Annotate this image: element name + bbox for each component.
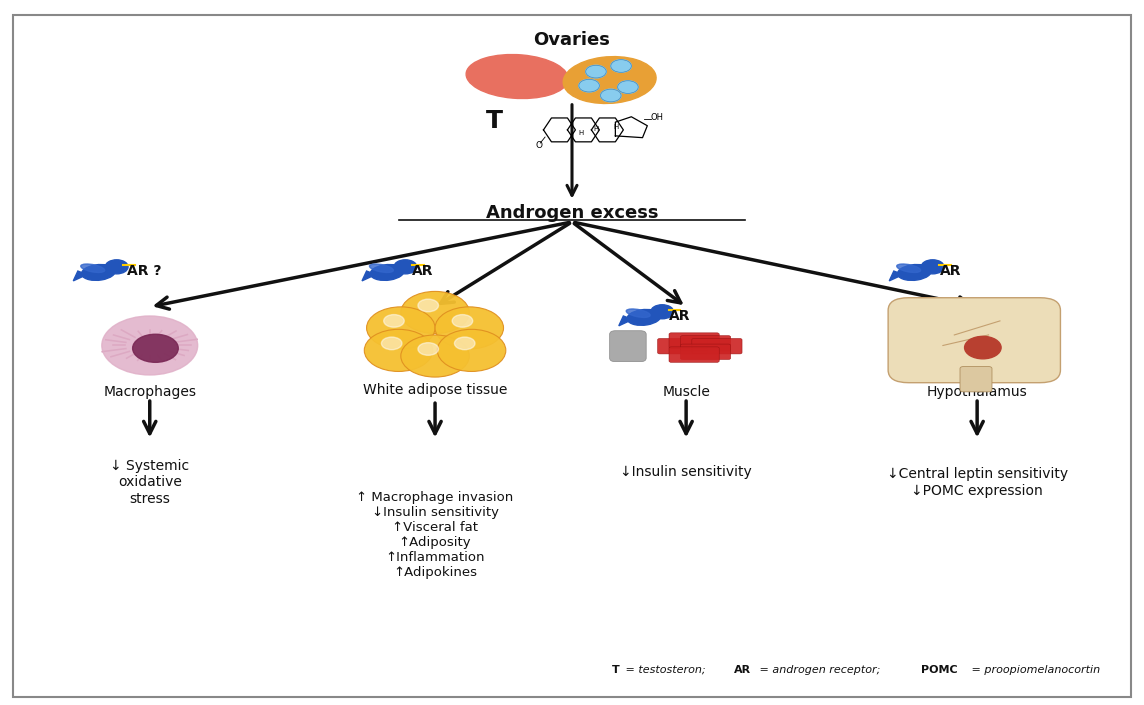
Text: H: H bbox=[579, 130, 583, 135]
Polygon shape bbox=[362, 271, 375, 281]
FancyBboxPatch shape bbox=[692, 338, 742, 354]
Circle shape bbox=[651, 305, 674, 319]
Text: Muscle: Muscle bbox=[662, 385, 710, 399]
Circle shape bbox=[435, 307, 503, 349]
Ellipse shape bbox=[563, 56, 657, 104]
Ellipse shape bbox=[371, 264, 404, 281]
Text: Androgen excess: Androgen excess bbox=[486, 204, 658, 223]
Text: H: H bbox=[593, 126, 598, 132]
Text: = androgen receptor;: = androgen receptor; bbox=[756, 665, 884, 675]
Ellipse shape bbox=[466, 54, 569, 99]
Polygon shape bbox=[619, 316, 633, 326]
Text: H: H bbox=[614, 123, 619, 130]
Text: AR: AR bbox=[412, 264, 434, 278]
Circle shape bbox=[383, 314, 404, 327]
Circle shape bbox=[102, 316, 198, 375]
Circle shape bbox=[400, 291, 469, 333]
FancyBboxPatch shape bbox=[669, 333, 720, 348]
Circle shape bbox=[394, 260, 416, 274]
FancyBboxPatch shape bbox=[960, 367, 992, 392]
Circle shape bbox=[586, 66, 606, 78]
Circle shape bbox=[618, 81, 638, 93]
Circle shape bbox=[964, 336, 1001, 359]
Circle shape bbox=[611, 60, 631, 73]
Ellipse shape bbox=[370, 264, 394, 272]
Circle shape bbox=[364, 329, 432, 372]
Text: Hypothalamus: Hypothalamus bbox=[927, 385, 1027, 399]
Ellipse shape bbox=[627, 309, 661, 325]
FancyBboxPatch shape bbox=[658, 338, 708, 354]
FancyBboxPatch shape bbox=[681, 336, 731, 351]
Text: O: O bbox=[535, 141, 542, 149]
Circle shape bbox=[579, 80, 599, 92]
Text: T: T bbox=[612, 665, 620, 675]
Circle shape bbox=[400, 335, 469, 377]
Circle shape bbox=[921, 260, 944, 274]
Text: White adipose tissue: White adipose tissue bbox=[363, 384, 507, 398]
Text: OH: OH bbox=[651, 114, 664, 123]
FancyBboxPatch shape bbox=[669, 347, 720, 362]
Ellipse shape bbox=[81, 264, 116, 281]
Text: AR: AR bbox=[669, 309, 691, 323]
Text: = testosteron;: = testosteron; bbox=[622, 665, 709, 675]
Circle shape bbox=[105, 260, 128, 274]
Circle shape bbox=[452, 314, 472, 327]
Circle shape bbox=[418, 343, 438, 355]
Text: AR ?: AR ? bbox=[127, 264, 161, 278]
Ellipse shape bbox=[81, 264, 104, 272]
Text: ↑ Macrophage invasion
↓Insulin sensitivity
↑Visceral fat
↑Adiposity
↑Inflammatio: ↑ Macrophage invasion ↓Insulin sensitivi… bbox=[357, 491, 514, 579]
Polygon shape bbox=[889, 271, 903, 281]
Ellipse shape bbox=[897, 264, 921, 272]
Polygon shape bbox=[73, 271, 87, 281]
FancyBboxPatch shape bbox=[681, 344, 731, 360]
FancyBboxPatch shape bbox=[610, 331, 646, 362]
Text: Ovaries: Ovaries bbox=[533, 31, 611, 49]
Circle shape bbox=[601, 89, 621, 102]
Circle shape bbox=[454, 337, 475, 350]
Text: ↓Central leptin sensitivity
↓POMC expression: ↓Central leptin sensitivity ↓POMC expres… bbox=[887, 467, 1067, 498]
Ellipse shape bbox=[898, 264, 931, 281]
Text: POMC: POMC bbox=[921, 665, 958, 675]
Circle shape bbox=[133, 334, 178, 362]
Circle shape bbox=[381, 337, 402, 350]
Text: = proopiomelanocortin: = proopiomelanocortin bbox=[968, 665, 1101, 675]
Circle shape bbox=[437, 329, 506, 372]
FancyBboxPatch shape bbox=[888, 298, 1060, 383]
Ellipse shape bbox=[626, 309, 650, 317]
Text: Macrophages: Macrophages bbox=[103, 385, 197, 399]
Text: ↓Insulin sensitivity: ↓Insulin sensitivity bbox=[620, 465, 752, 479]
Circle shape bbox=[366, 307, 435, 349]
Text: AR: AR bbox=[939, 264, 961, 278]
Text: ↓ Systemic
oxidative
stress: ↓ Systemic oxidative stress bbox=[110, 459, 189, 505]
Circle shape bbox=[418, 299, 438, 312]
Text: AR: AR bbox=[734, 665, 752, 675]
Text: T: T bbox=[486, 109, 503, 133]
